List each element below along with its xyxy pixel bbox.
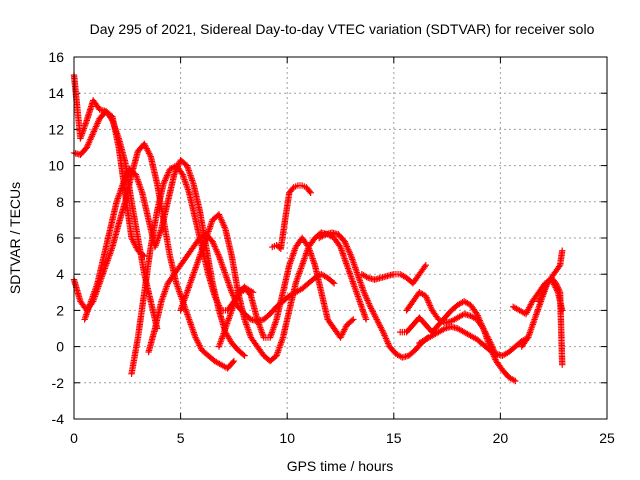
chart-title: Day 295 of 2021, Sidereal Day-to-day VTE…	[90, 21, 595, 37]
series-sat-g	[177, 211, 370, 365]
series-sat-l	[396, 298, 519, 385]
series-sat-j	[315, 229, 432, 361]
series-sat-q	[535, 274, 566, 368]
y-tick-label: 6	[56, 230, 64, 246]
y-tick-label: 12	[48, 121, 64, 137]
series-markers	[403, 289, 500, 359]
series-markers	[315, 229, 432, 361]
y-tick-label: 8	[56, 194, 64, 210]
y-tick-label: 14	[48, 85, 64, 101]
y-axis-label: SDTVAR / TECUs	[7, 182, 23, 294]
series-markers	[177, 211, 370, 365]
y-tick-label: 10	[48, 158, 64, 174]
y-tick-label: -4	[52, 411, 65, 427]
x-tick-label: 10	[279, 430, 295, 446]
series-markers	[215, 234, 357, 350]
series-sat-k	[358, 261, 429, 287]
plot-frame	[73, 56, 608, 420]
x-tick-label: 25	[599, 430, 615, 446]
series-markers	[128, 162, 257, 377]
series-sat-e	[128, 162, 257, 377]
y-tick-label: 2	[56, 302, 64, 318]
series-markers	[358, 261, 429, 287]
y-tick-label: 4	[56, 266, 64, 282]
y-tick-label: 0	[56, 339, 64, 355]
x-axis-label: GPS time / hours	[287, 458, 394, 474]
data-layer	[70, 71, 566, 385]
series-sat-n	[416, 323, 532, 359]
y-tick-label: -2	[52, 375, 65, 391]
x-tick-label: 0	[70, 430, 78, 446]
series-sat-h	[215, 234, 357, 350]
series-sat-m	[403, 289, 500, 359]
series-markers	[416, 323, 532, 359]
x-tick-label: 20	[493, 430, 509, 446]
series-markers	[396, 298, 519, 385]
x-tick-label: 15	[386, 430, 402, 446]
series-sat-i	[269, 182, 314, 253]
x-tick-label: 5	[177, 430, 185, 446]
series-markers	[535, 274, 566, 368]
series-markers	[269, 182, 314, 253]
y-tick-label: 16	[48, 49, 64, 65]
